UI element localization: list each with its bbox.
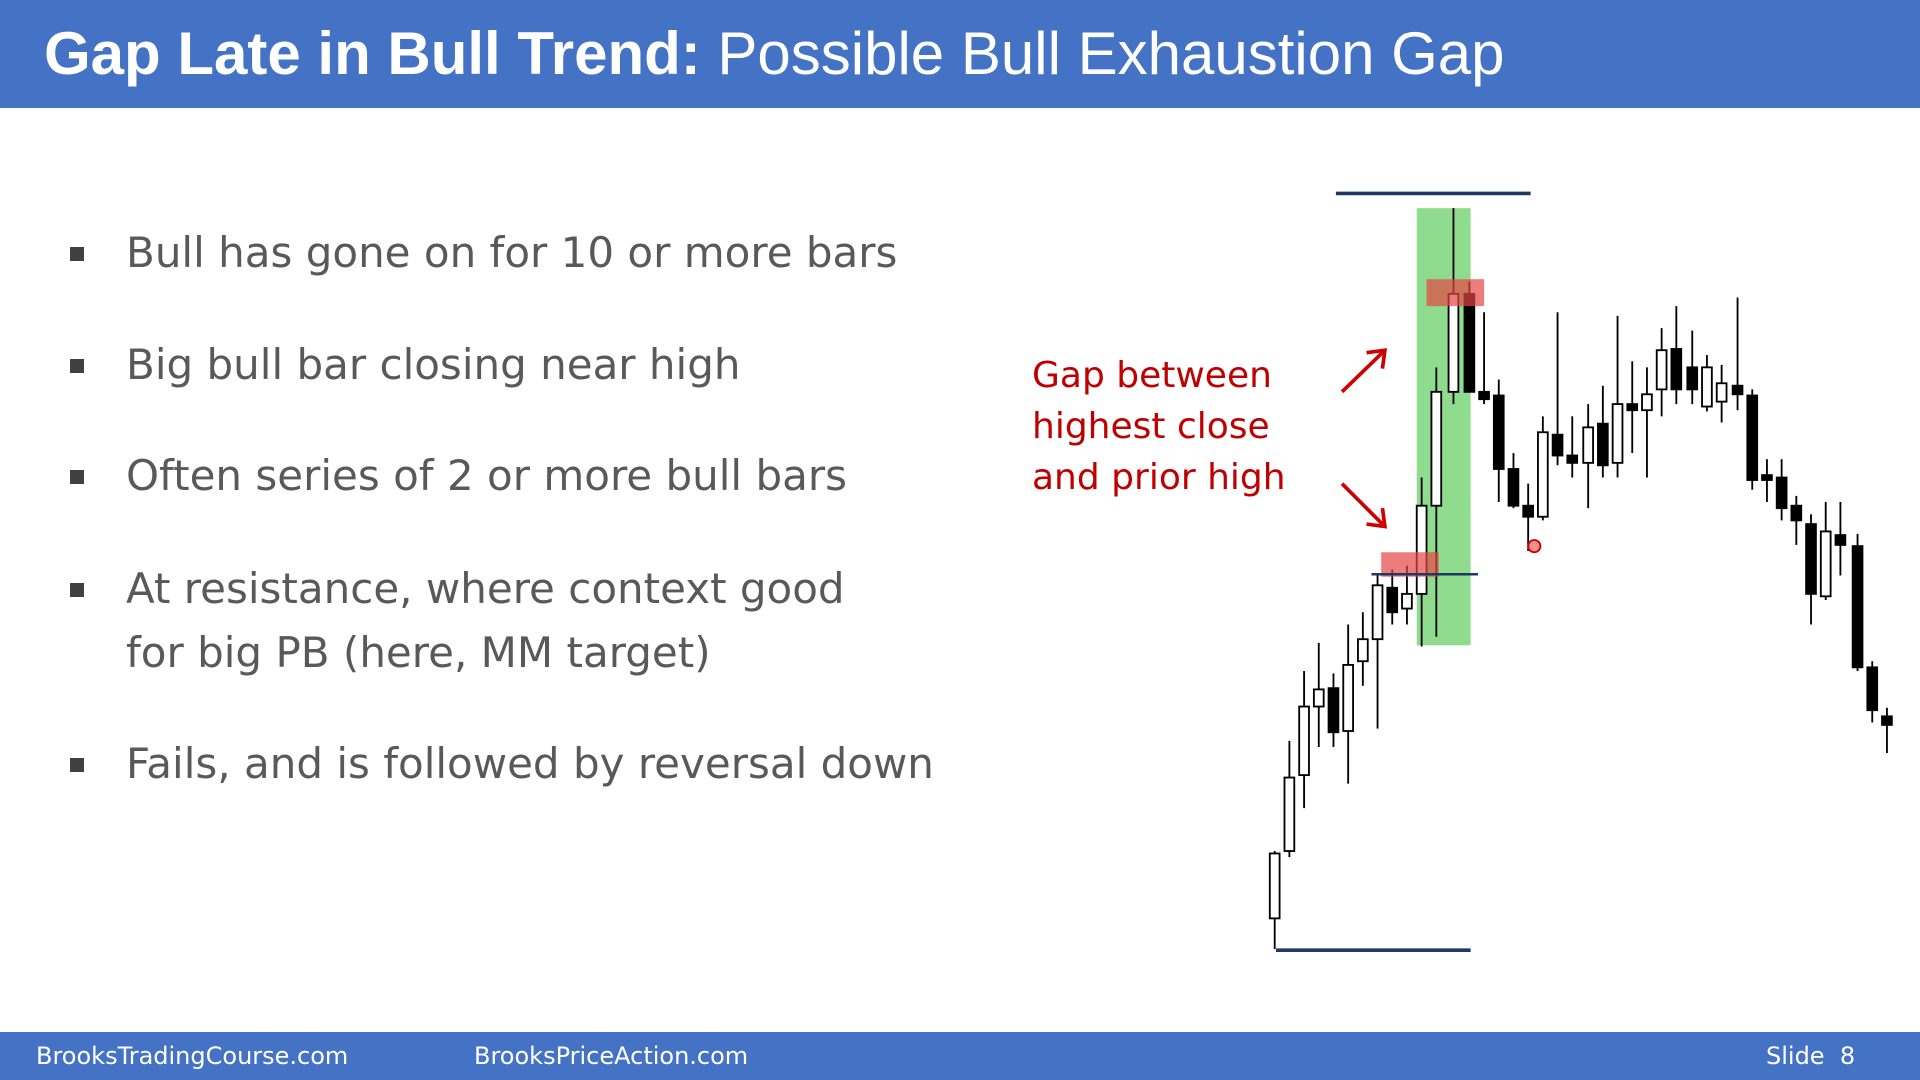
candle-body xyxy=(1312,688,1325,708)
bullet-text: Fails, and is followed by reversal down xyxy=(126,739,934,788)
bullet: Bull has gone on for 10 or more bars xyxy=(70,221,897,285)
bullet: At resistance, where context good for big… xyxy=(70,557,845,685)
candle-body xyxy=(1670,348,1683,391)
candle-body xyxy=(1415,504,1428,595)
candle-body xyxy=(1655,349,1668,391)
candle-body xyxy=(1386,586,1399,614)
candle-body xyxy=(1819,530,1832,598)
candle-body xyxy=(1478,390,1490,401)
bullet: Fails, and is followed by reversal down xyxy=(70,732,934,796)
footer-left: BrooksTradingCourse.com xyxy=(36,1042,349,1070)
bullet-text: At resistance, where context good xyxy=(126,564,845,613)
candle-body xyxy=(1447,292,1460,393)
candle-body xyxy=(1537,431,1549,518)
candle-body xyxy=(1775,476,1788,510)
arrows xyxy=(1340,348,1388,529)
candle-body xyxy=(1851,545,1864,669)
candle-body xyxy=(1626,403,1639,412)
gap-box-high xyxy=(1426,279,1485,307)
title-bold: Gap Late in Bull Trend: xyxy=(44,20,701,87)
annotation-line: highest close xyxy=(1032,406,1270,447)
cursor-dot xyxy=(1527,539,1542,554)
annotation: Gap between highest close and prior high xyxy=(1032,350,1286,503)
bullet-text: for big PB (here, MM target) xyxy=(126,628,711,677)
candle-body xyxy=(1327,687,1340,734)
candle-body xyxy=(1866,666,1879,712)
candle-body xyxy=(1611,403,1624,464)
candle-body xyxy=(1371,584,1384,641)
title-rest: Possible Bull Exhaustion Gap xyxy=(717,20,1505,87)
arrow-down xyxy=(1340,482,1388,529)
candle-body xyxy=(1507,468,1520,507)
bullet-text: Bull has gone on for 10 or more bars xyxy=(126,228,898,277)
gap-box-low xyxy=(1381,552,1439,577)
candle-body xyxy=(1522,504,1534,518)
annotation-line: and prior high xyxy=(1032,457,1286,498)
candle-body xyxy=(1805,523,1817,595)
bullet-marker xyxy=(70,470,84,484)
candle-body xyxy=(1731,384,1744,396)
bullet-marker xyxy=(70,247,84,261)
candle-body xyxy=(1881,715,1893,726)
candle-body xyxy=(1597,422,1609,467)
candle-body xyxy=(1761,474,1773,481)
candle-body xyxy=(1268,852,1281,920)
candle-body xyxy=(1357,638,1369,663)
bullet: Often series of 2 or more bull bars xyxy=(70,444,847,508)
bullet: Big bull bar closing near high xyxy=(70,333,741,397)
footer-center: BrooksPriceAction.com xyxy=(474,1042,749,1070)
bullet-marker xyxy=(70,758,84,772)
candle-body xyxy=(1790,504,1803,522)
slide-number: Slide 8 xyxy=(1766,1042,1856,1070)
candle-body xyxy=(1582,426,1594,464)
arrow-up xyxy=(1340,348,1388,394)
bullet-text: Often series of 2 or more bull bars xyxy=(126,451,847,500)
candle-body xyxy=(1641,393,1653,412)
candle-body xyxy=(1715,382,1728,403)
bullet-text: Big bull bar closing near high xyxy=(126,340,741,389)
bullet-marker xyxy=(70,359,84,373)
candle-body xyxy=(1551,433,1564,457)
footer: BrooksTradingCourse.com BrooksPriceActio… xyxy=(0,1032,1920,1080)
candle-body xyxy=(1283,776,1296,852)
candle-body xyxy=(1401,592,1413,610)
annotation-line: Gap between xyxy=(1032,355,1272,396)
candle-body xyxy=(1686,366,1699,391)
candle-body xyxy=(1746,394,1759,481)
header: Gap Late in Bull Trend: Possible Bull Ex… xyxy=(0,0,1920,108)
candle-body xyxy=(1566,454,1579,464)
candle-body xyxy=(1834,534,1847,546)
candles xyxy=(1268,208,1893,949)
bullet-marker xyxy=(70,583,84,597)
candle-body xyxy=(1298,705,1310,777)
candle-body xyxy=(1463,292,1476,393)
candle-body xyxy=(1492,394,1505,470)
candle-body xyxy=(1701,366,1713,408)
candle-body xyxy=(1342,663,1354,732)
candle-body xyxy=(1430,390,1443,507)
